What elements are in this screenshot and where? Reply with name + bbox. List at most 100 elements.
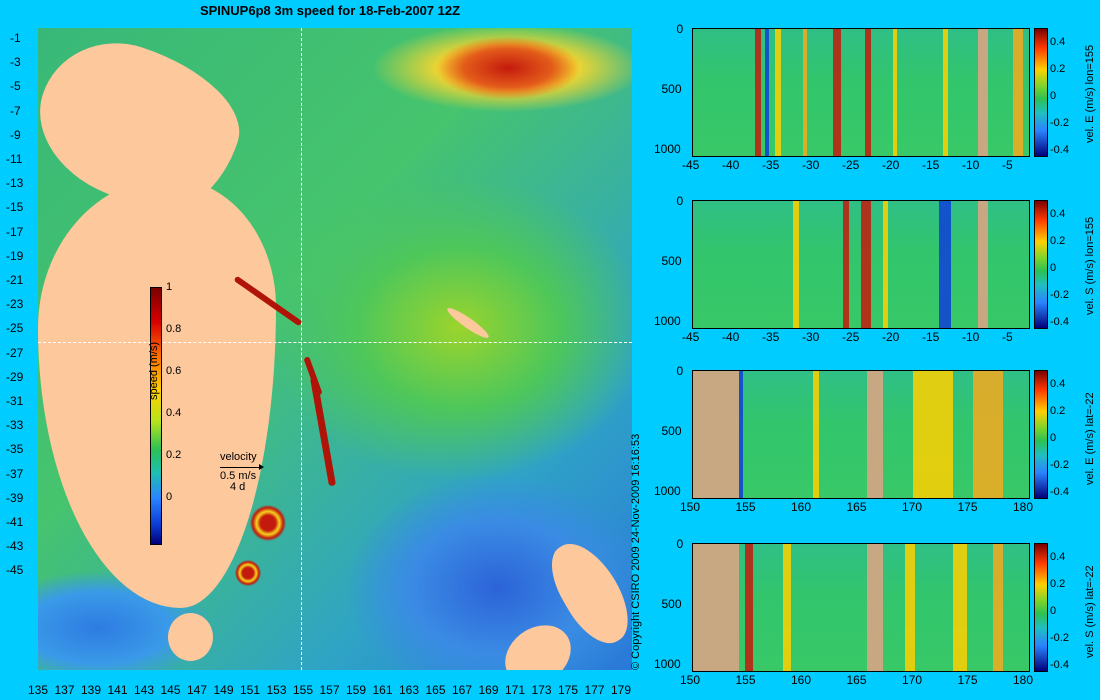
speed-map[interactable]	[38, 28, 632, 670]
map-x-tick: 173	[531, 683, 552, 697]
map-y-tick: -41	[6, 515, 24, 529]
velocity-key-title: velocity	[220, 451, 257, 463]
velocity-key-time: 4 d	[230, 481, 246, 493]
velocity-stripe	[865, 29, 871, 156]
map-y-tick: -7	[10, 103, 21, 118]
land-mask	[978, 29, 988, 156]
velocity-stripe	[783, 544, 791, 671]
map-x-tick: 161	[372, 683, 393, 697]
map-y-tick: -15	[6, 200, 24, 215]
section-x-tick: -15	[922, 158, 940, 172]
section-x-tick: 155	[735, 673, 756, 687]
section-colorbar-tick: -0.4	[1050, 316, 1069, 328]
section-x-tick: 160	[791, 673, 812, 687]
land-new-caledonia	[444, 304, 492, 342]
section-panel	[692, 200, 1030, 329]
velocity-stripe	[813, 371, 819, 498]
map-y-tick: -35	[6, 442, 24, 457]
section-label: vel. E (m/s) lat=-22	[1084, 392, 1096, 485]
velocity-stripe	[953, 544, 967, 671]
velocity-stripe	[775, 29, 781, 156]
velocity-stripe	[833, 29, 841, 156]
velocity-stripe	[905, 544, 915, 671]
section-label: vel. S (m/s) lon=155	[1084, 216, 1096, 315]
section-colorbar-tick: -0.4	[1050, 659, 1069, 671]
velocity-stripe	[1013, 29, 1023, 156]
map-y-tick: -23	[6, 297, 24, 312]
map-x-tick: 179	[611, 683, 632, 697]
land-nz-south	[493, 612, 583, 670]
section-panel	[692, 543, 1030, 672]
section-y-tick: 0	[676, 364, 684, 378]
section-y-tick: 0	[676, 22, 684, 36]
map-y-tick: -33	[6, 418, 24, 433]
section-colorbar	[1034, 543, 1048, 672]
map-x-tick: 159	[346, 683, 367, 697]
section-colorbar	[1034, 28, 1048, 157]
map-y-tick: -1	[10, 31, 21, 45]
map-y-tick: -29	[6, 369, 24, 384]
section-y-tick: 500	[661, 82, 682, 96]
colorbar-tick: 0.4	[166, 407, 182, 419]
section-x-tick: -35	[762, 158, 780, 172]
section-x-tick: 170	[902, 673, 923, 687]
section-colorbar-tick: -0.2	[1050, 632, 1069, 644]
velocity-stripe	[843, 201, 849, 328]
land-mask	[693, 544, 739, 671]
section-x-tick: -30	[802, 158, 820, 172]
section-colorbar-tick: 0.4	[1050, 551, 1066, 563]
map-x-tick: 143	[134, 683, 155, 697]
velocity-stripe	[861, 201, 871, 328]
section-x-tick: 175	[957, 673, 978, 687]
section-label: vel. E (m/s) lon=155	[1084, 44, 1096, 143]
section-y-tick: 1000	[654, 484, 681, 498]
section-colorbar-tick: -0.4	[1050, 144, 1069, 156]
velocity-stripe	[793, 201, 799, 328]
velocity-stripe	[913, 371, 953, 498]
colorbar-tick: 0.6	[166, 365, 182, 377]
section-x-tick: -30	[802, 330, 820, 344]
land-tasmania	[168, 613, 213, 661]
map-x-tick: 157	[319, 683, 340, 697]
map-x-tick: 169	[478, 683, 499, 697]
section-colorbar-tick: 0.4	[1050, 208, 1066, 220]
map-y-tick: -45	[6, 563, 24, 578]
section-x-tick: -5	[1002, 158, 1013, 172]
map-y-tick: -39	[6, 490, 24, 505]
section-colorbar-tick: 0	[1050, 605, 1057, 617]
velocity-stripe	[893, 29, 897, 156]
eac-current	[310, 376, 336, 487]
section-y-tick: 500	[661, 597, 682, 611]
map-x-tick: 153	[266, 683, 287, 697]
section-x-tick: 150	[680, 500, 701, 514]
section-colorbar-tick: -0.4	[1050, 486, 1069, 498]
section-colorbar-tick: -0.2	[1050, 117, 1069, 129]
section-x-tick: -40	[722, 330, 740, 344]
warm-eddy	[235, 560, 261, 586]
map-y-tick: -9	[10, 127, 21, 142]
map-x-tick: 149	[213, 683, 234, 697]
map-y-tick: -31	[6, 394, 24, 408]
section-colorbar-tick: 0	[1050, 432, 1057, 444]
section-colorbar-tick: 0.2	[1050, 578, 1066, 590]
section-colorbar-tick: 0.2	[1050, 405, 1066, 417]
arrow-icon	[220, 463, 264, 471]
section-colorbar-tick: 0	[1050, 262, 1057, 274]
land-mask	[867, 544, 883, 671]
map-x-tick: 165	[425, 683, 446, 697]
section-panel	[692, 370, 1030, 499]
section-y-tick: 500	[661, 254, 682, 268]
map-x-tick: 139	[81, 683, 102, 697]
section-x-tick: -35	[762, 330, 780, 344]
section-x-tick: -25	[842, 158, 860, 172]
map-y-tick: -5	[10, 79, 21, 94]
section-line-lat	[38, 342, 632, 343]
section-colorbar-tick: 0.4	[1050, 378, 1066, 390]
section-x-tick: 165	[846, 500, 867, 514]
plot-title: SPINUP6p8 3m speed for 18-Feb-2007 12Z	[199, 3, 461, 18]
map-x-tick: 151	[240, 683, 261, 697]
velocity-stripe	[939, 201, 951, 328]
section-y-tick: 0	[676, 194, 684, 208]
section-x-tick: 180	[1013, 500, 1034, 514]
section-x-tick: -40	[722, 158, 740, 172]
